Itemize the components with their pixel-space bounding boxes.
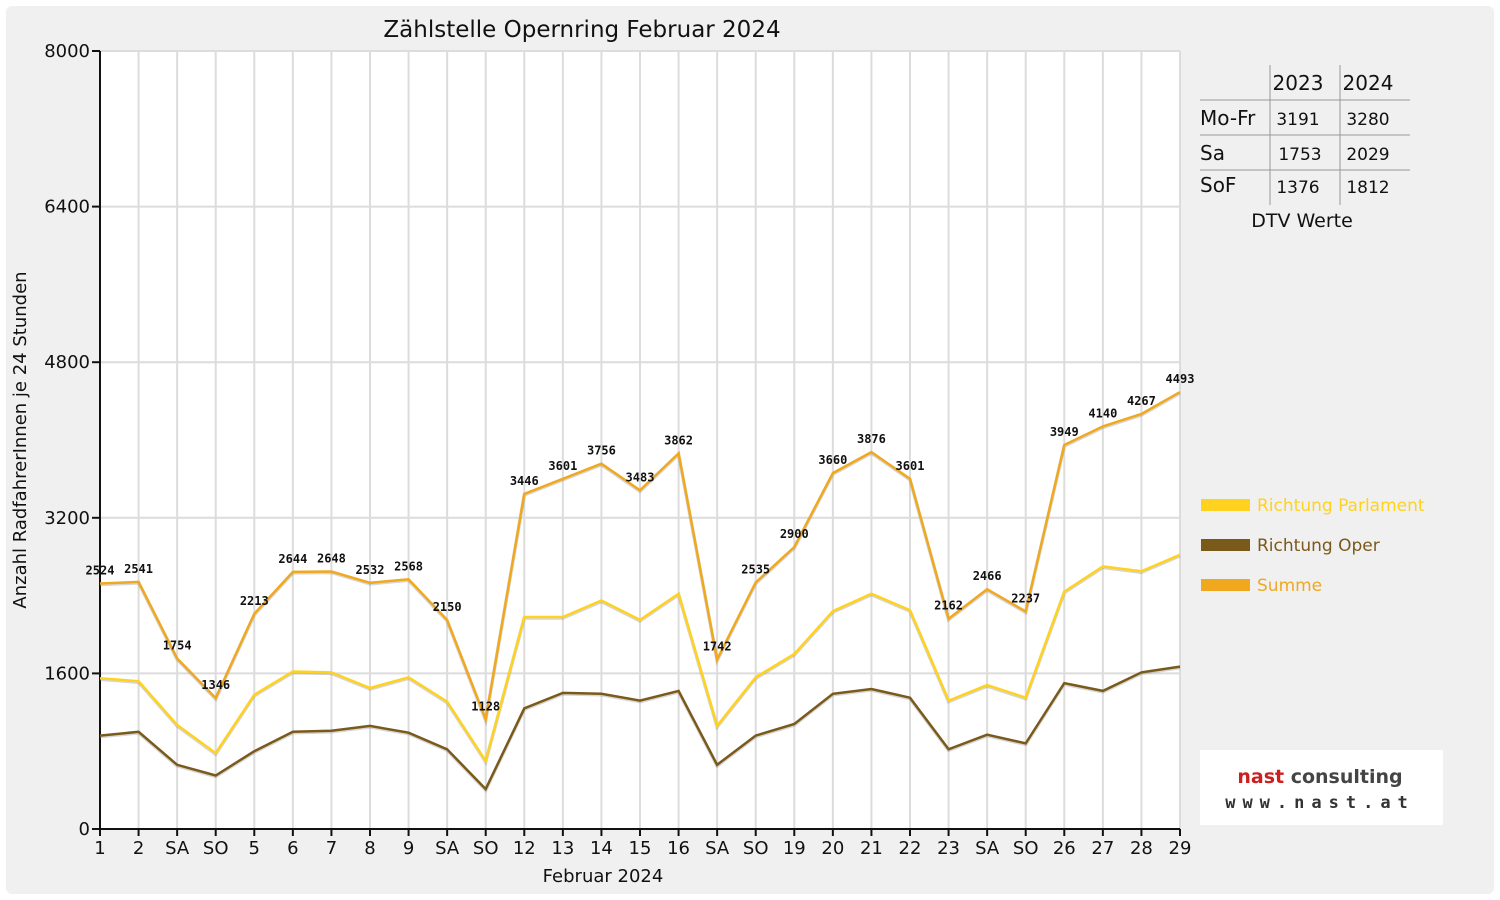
y-tick-label: 4800: [44, 352, 90, 373]
dtv-header-2023: 2023: [1273, 71, 1324, 95]
y-tick-label: 8000: [44, 41, 90, 62]
legend-swatch: [1201, 499, 1250, 511]
y-tick-label: 6400: [44, 197, 90, 218]
data-label: 2541: [124, 562, 153, 576]
dtv-row-label: Sa: [1200, 141, 1225, 165]
x-tick-label: 7: [326, 838, 337, 859]
data-label: 2466: [973, 569, 1002, 583]
data-label: 1742: [703, 640, 732, 654]
data-label: 2150: [433, 600, 462, 614]
legend-label: Summe: [1257, 576, 1322, 596]
data-label: 3756: [587, 444, 616, 458]
dtv-table: 2023 2024 Mo-Fr 3191 3280 Sa 1753 2029 S…: [1200, 65, 1410, 232]
data-label: 2644: [278, 552, 307, 566]
x-tick-label: 9: [403, 838, 414, 859]
dtv-cell: 2029: [1346, 145, 1389, 165]
data-label: 2900: [780, 527, 809, 541]
y-tick-label: 1600: [44, 663, 90, 684]
series-line-richtung-parlament: [99, 553, 1181, 764]
logo-text: nast consulting: [1237, 766, 1402, 788]
dtv-cell: 1812: [1346, 178, 1389, 198]
x-tick-label: 15: [629, 838, 652, 859]
legend-label: Richtung Parlament: [1257, 496, 1425, 516]
x-tick-label: 14: [590, 838, 613, 859]
data-label: 3949: [1050, 425, 1079, 439]
data-label: 3660: [818, 453, 847, 467]
data-label: 3483: [626, 470, 655, 484]
x-tick-label: 21: [860, 838, 883, 859]
x-tick-label: SO: [473, 838, 499, 859]
dtv-cell: 3191: [1276, 110, 1319, 130]
y-tick-label: 0: [79, 819, 90, 840]
x-tick-label: SA: [975, 838, 1000, 859]
x-tick-label: 8: [364, 838, 375, 859]
data-label: 3446: [510, 474, 539, 488]
x-tick-label: 29: [1169, 838, 1192, 859]
data-label: 3862: [664, 433, 693, 447]
x-tick-label: 26: [1053, 838, 1076, 859]
dtv-header-2024: 2024: [1343, 71, 1394, 95]
x-tick-label: SO: [743, 838, 769, 859]
dtv-row-label: Mo-Fr: [1200, 106, 1256, 130]
x-tick-label: 2: [133, 838, 144, 859]
x-tick-label: 22: [899, 838, 922, 859]
x-axis-label: Februar 2024: [543, 866, 664, 887]
dtv-cell: 1753: [1278, 145, 1321, 165]
x-tick-label: SO: [1013, 838, 1039, 859]
data-label: 4140: [1088, 406, 1117, 420]
logo-word: consulting: [1291, 766, 1403, 788]
dtv-row-label: SoF: [1200, 173, 1236, 197]
legend-label: Richtung Oper: [1257, 536, 1380, 556]
x-tick-label: SA: [165, 838, 190, 859]
dtv-cell: 3280: [1346, 110, 1389, 130]
logo-url: www.nast.at: [1225, 793, 1415, 813]
chart-title: Zählstelle Opernring Februar 2024: [383, 17, 780, 43]
data-label: 2568: [394, 559, 423, 573]
logo: nast consulting www.nast.at: [1200, 750, 1443, 825]
data-label: 1754: [163, 638, 192, 652]
data-label: 2648: [317, 551, 346, 565]
y-tick-label: 3200: [44, 508, 90, 529]
legend: Richtung Parlament Richtung Oper Summe: [1201, 496, 1425, 596]
data-label: 3876: [857, 432, 886, 446]
data-label: 2237: [1011, 591, 1040, 605]
x-tick-label: 6: [287, 838, 298, 859]
legend-swatch: [1201, 579, 1250, 591]
data-label: 1128: [471, 699, 500, 713]
data-label: 2162: [934, 599, 963, 613]
data-label: 4493: [1166, 372, 1195, 386]
data-label: 3601: [548, 459, 577, 473]
dtv-caption: DTV Werte: [1251, 210, 1353, 232]
dtv-cell: 1376: [1276, 178, 1319, 198]
series-line-summe: [99, 391, 1181, 724]
x-tick-label: 5: [249, 838, 260, 859]
x-tick-label: 27: [1091, 838, 1114, 859]
x-tick-label: 16: [667, 838, 690, 859]
data-label: 2532: [356, 563, 385, 577]
x-tick-label: 12: [513, 838, 536, 859]
x-tick-label: SA: [435, 838, 460, 859]
data-label: 1346: [201, 678, 230, 692]
data-label: 2524: [86, 564, 115, 578]
y-axis-label: Anzahl RadfahrerInnen je 24 Stunden: [10, 271, 31, 608]
x-tick-label: 23: [937, 838, 960, 859]
data-label: 2213: [240, 594, 269, 608]
x-tick-label: SA: [705, 838, 730, 859]
data-label: 4267: [1127, 394, 1156, 408]
logo-word: nast: [1237, 766, 1290, 788]
series-line-richtung-oper: [99, 665, 1181, 792]
data-label: 3601: [896, 459, 925, 473]
x-tick-label: 1: [94, 838, 105, 859]
legend-swatch: [1201, 539, 1250, 551]
x-tick-label: 13: [551, 838, 574, 859]
x-tick-label: 28: [1130, 838, 1153, 859]
x-tick-label: 20: [821, 838, 844, 859]
x-tick-label: 19: [783, 838, 806, 859]
x-tick-label: SO: [203, 838, 229, 859]
data-label: 2535: [741, 562, 770, 576]
logo-background: [1200, 750, 1443, 825]
